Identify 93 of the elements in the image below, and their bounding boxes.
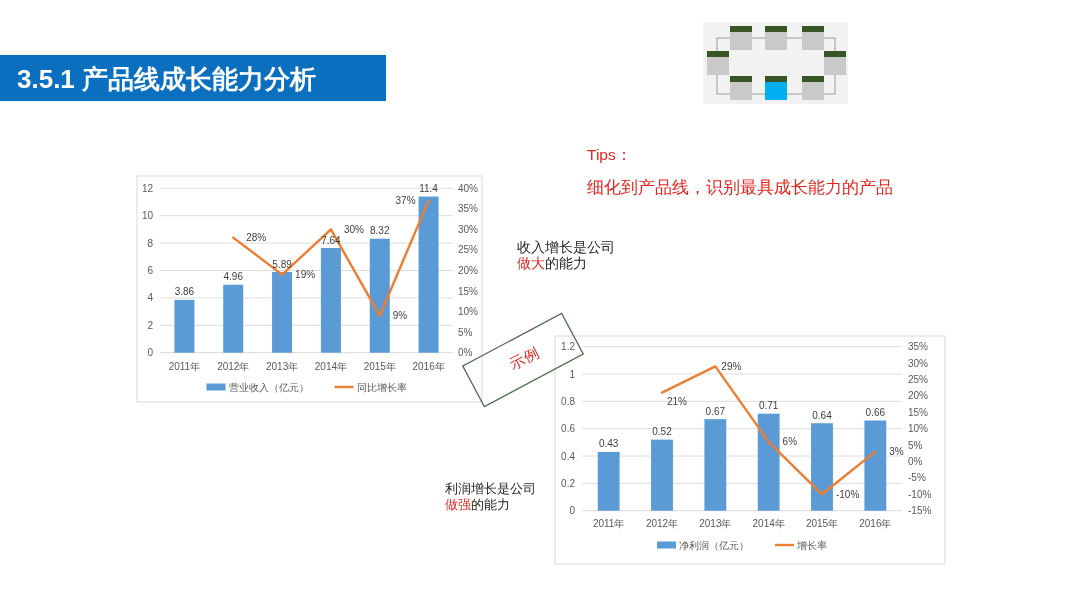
bar (651, 439, 673, 511)
data-label: 9% (392, 310, 408, 322)
data-label: -10% (835, 488, 860, 500)
bar (757, 413, 780, 511)
y-tick-label: 10 (141, 210, 154, 222)
y2-tick-label: 5% (908, 439, 923, 451)
y2-tick-label: 25% (458, 244, 479, 256)
x-tick-label: 2013年 (265, 360, 299, 372)
data-label: 3.86 (174, 286, 195, 298)
y2-tick-label: 10% (908, 423, 929, 435)
text: 3.5.1 产品线成长能力分析 (17, 64, 317, 94)
y-tick-label: 0.6 (561, 423, 576, 435)
data-label: 30% (343, 223, 365, 235)
y2-tick-label: 5% (458, 326, 473, 338)
y2-tick-label: 0% (908, 456, 923, 467)
legend-label: 同比增长率 (356, 381, 407, 393)
data-label: 5.89 (272, 258, 293, 270)
data-label: 0.52 (652, 426, 673, 438)
text: 做大 (517, 256, 545, 271)
data-label: 11.4 (419, 183, 439, 195)
y2-tick-label: 0% (458, 347, 473, 359)
y-tick-label: 2 (147, 319, 154, 331)
y2-tick-label: 10% (458, 306, 479, 318)
data-label: 0.66 (865, 407, 886, 418)
text: 利润增长是公司 (445, 481, 536, 496)
data-label: 29% (721, 360, 742, 372)
y2-tick-label: 30% (908, 357, 929, 369)
legend-label: 营业收入（亿元） (228, 381, 309, 393)
legend-label: 增长率 (796, 539, 827, 551)
y2-tick-label: 20% (458, 265, 479, 276)
y2-tick-label: -5% (908, 472, 926, 484)
data-label: 37% (395, 195, 416, 207)
data-label: 0.64 (812, 409, 833, 421)
y2-tick-label: 15% (908, 406, 929, 418)
bar (369, 238, 390, 353)
data-label: 28% (246, 232, 267, 244)
x-tick-label: 2016年 (412, 360, 445, 372)
y2-tick-label: 35% (458, 203, 479, 215)
bar (174, 299, 195, 353)
x-tick-label: 2014年 (752, 517, 785, 529)
y-tick-label: 0.2 (561, 477, 576, 489)
data-label: 8.32 (370, 225, 390, 237)
data-label: 19% (295, 269, 316, 281)
text: Tips： (587, 146, 632, 163)
x-tick-label: 2014年 (314, 360, 348, 372)
bar (864, 420, 887, 511)
y2-tick-label: -15% (908, 505, 932, 517)
text: 收入增长是公司 (517, 240, 615, 255)
data-label: 3% (889, 446, 904, 458)
bar (418, 196, 439, 353)
bar (272, 272, 293, 353)
text: 示例 (506, 343, 542, 373)
x-tick-label: 2013年 (699, 517, 732, 529)
y-tick-label: 6 (147, 265, 154, 276)
y2-tick-label: 30% (458, 223, 479, 235)
y2-tick-label: -10% (908, 488, 932, 500)
bar (811, 423, 833, 511)
y-tick-label: 0.4 (561, 450, 576, 462)
x-tick-label: 2011年 (168, 360, 201, 372)
x-tick-label: 2015年 (363, 360, 396, 372)
x-tick-label: 2016年 (859, 517, 892, 529)
text: 做强 (445, 497, 471, 512)
data-label: 0.43 (598, 438, 619, 450)
y-tick-label: 4 (147, 292, 154, 304)
bar (597, 451, 620, 511)
y-tick-label: 1 (569, 368, 576, 380)
y2-tick-label: 20% (908, 390, 929, 402)
y-tick-label: 12 (141, 182, 154, 194)
bar (320, 248, 341, 353)
x-tick-label: 2011年 (592, 517, 625, 529)
x-tick-label: 2012年 (217, 360, 250, 372)
legend-label: 净利润（亿元） (679, 539, 749, 551)
data-label: 6% (782, 436, 798, 448)
y2-tick-label: 35% (908, 341, 929, 353)
data-label: 0.71 (758, 400, 779, 412)
bar (223, 284, 244, 353)
data-label: 0.67 (705, 405, 726, 417)
x-tick-label: 2015年 (805, 517, 839, 529)
text: 的能力 (471, 497, 510, 512)
y2-tick-label: 25% (908, 374, 929, 385)
data-label: 4.96 (223, 271, 244, 283)
y-tick-label: 8 (147, 237, 154, 249)
text: 的能力 (545, 256, 587, 271)
y-tick-label: 0 (569, 505, 576, 517)
y-tick-label: 1.2 (561, 341, 576, 353)
x-tick-label: 2012年 (645, 517, 679, 529)
y-tick-label: 0 (147, 347, 154, 359)
text: 细化到产品线，识别最具成长能力的产品 (587, 178, 893, 196)
y2-tick-label: 15% (458, 285, 479, 297)
y-tick-label: 0.8 (561, 395, 576, 407)
bar (704, 419, 727, 511)
y2-tick-label: 40% (458, 182, 479, 194)
data-label: 21% (667, 396, 688, 408)
